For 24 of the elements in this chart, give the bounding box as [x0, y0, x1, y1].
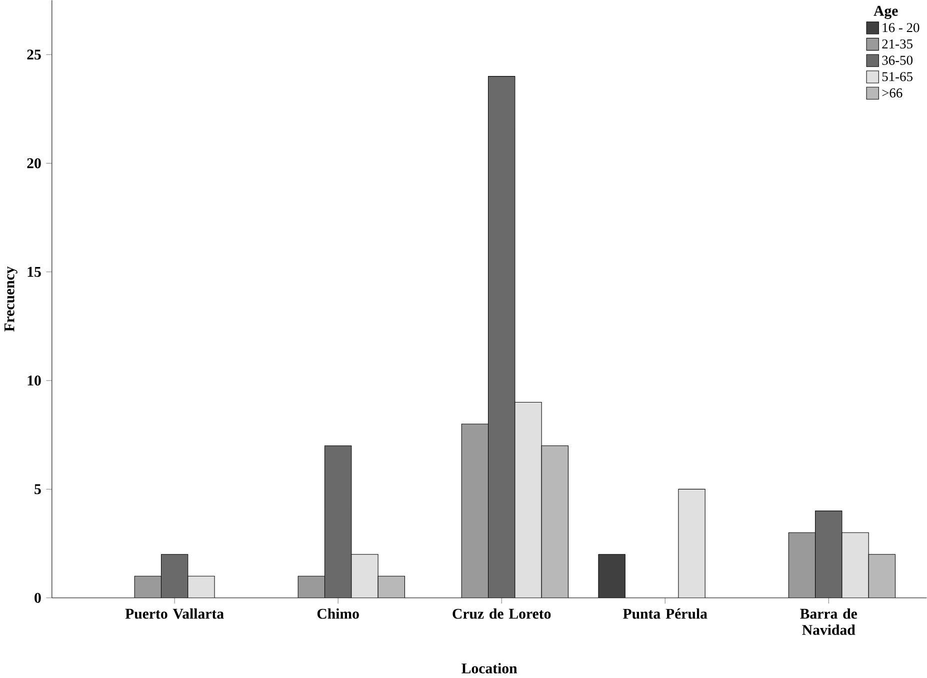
legend-label: 16 - 20 [882, 23, 920, 32]
x-axis-title: Location [462, 663, 518, 674]
legend-label: >66 [882, 88, 902, 98]
legend-label: 51-65 [882, 72, 912, 82]
y-tick-label: 10 [28, 376, 41, 386]
x-tick-label: Barra de Navidad [800, 608, 858, 635]
y-tick-label: 0 [34, 592, 41, 603]
bar [514, 402, 542, 598]
bar [351, 554, 378, 598]
y-tick-label: 5 [34, 484, 41, 494]
bar [678, 489, 706, 598]
bar [188, 576, 215, 598]
bar [842, 532, 869, 598]
legend-title: Age [874, 6, 898, 20]
y-tick-label: 25 [27, 50, 41, 60]
y-axis-title: Frecuency [4, 266, 18, 332]
x-tick-label: Cruz de Loreto [452, 608, 551, 619]
y-tick-label: 15 [28, 266, 41, 277]
x-tick-label: Chimo [317, 608, 359, 619]
y-tick-label: 20 [27, 158, 41, 168]
x-tick-label: Punta Pérula [623, 608, 708, 619]
legend-label: 36-50 [882, 56, 913, 65]
x-tick-label: Puerto Vallarta [125, 608, 224, 619]
legend-label: 21-35 [882, 40, 912, 49]
